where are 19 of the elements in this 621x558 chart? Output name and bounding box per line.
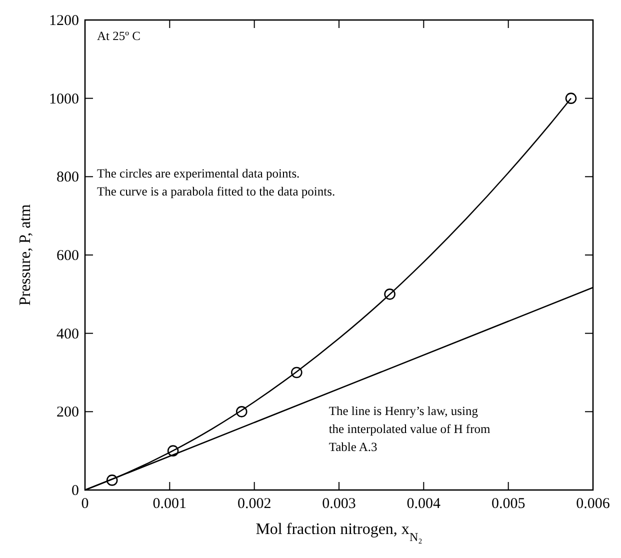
x-tick-label: 0.002 [237,496,272,512]
y-axis-title: Pressure, P, atm [17,204,34,306]
y-tick-label: 1000 [49,91,79,108]
y-tick-label: 600 [56,248,79,264]
annotation: The line is Henry’s law, using the interpolated value of H from Table A.3 [328,404,491,454]
x-tick-label: 0.004 [406,496,442,512]
x-tick-label: 0.001 [152,496,187,512]
annotation: At 25º C [97,29,140,43]
y-tick-label: 400 [56,326,79,342]
annotation: The circles are experimental data points. The curve is a parabola fitted to the data points. [97,166,336,198]
x-tick-label: 0.003 [322,496,356,512]
y-tick-label: 200 [56,404,79,421]
y-tick-label: 1200 [49,13,79,29]
x-axis-title: Mol fraction nitrogen, x$_{N₂}$ [256,521,422,544]
y-tick-label: 0 [72,483,79,499]
x-tick-label: 0.006 [576,496,610,512]
x-tick-label: 0 [81,496,89,512]
x-tick-label: 0.005 [491,496,526,512]
y-tick-label: 800 [56,170,79,186]
